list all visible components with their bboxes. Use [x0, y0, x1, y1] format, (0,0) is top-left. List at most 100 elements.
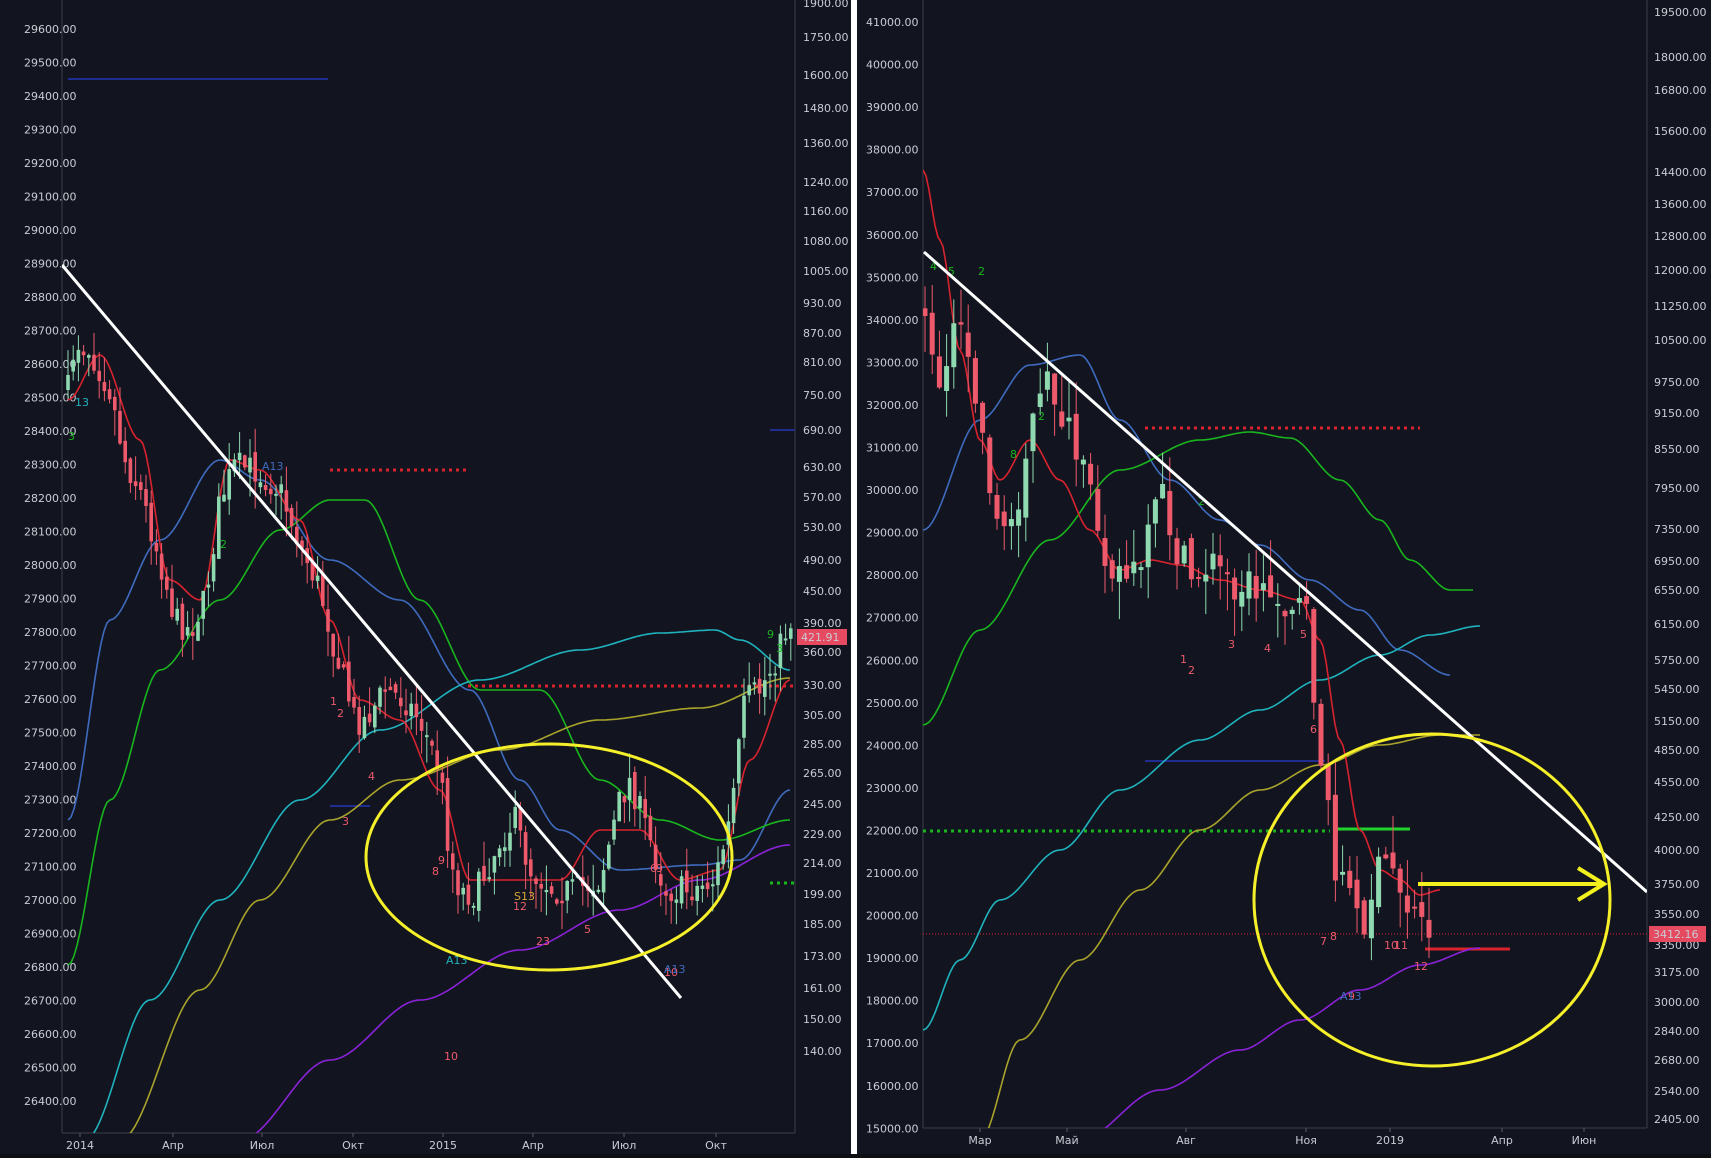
- right-axis-tick-label: 1005.00: [803, 265, 849, 278]
- candle-body: [175, 608, 179, 621]
- candle-body: [1109, 560, 1115, 579]
- last-price-badge: [797, 629, 847, 645]
- sequence-label: 1: [1180, 653, 1187, 666]
- candle-body: [336, 657, 341, 669]
- candle-body: [1174, 538, 1180, 564]
- candle-body: [518, 808, 523, 831]
- candle-body: [565, 880, 569, 901]
- x-axis-tick-label: 2014: [66, 1139, 94, 1152]
- left-axis-tick-label: 27900.00: [24, 593, 77, 606]
- candle-body: [1332, 794, 1338, 881]
- sequence-label: 4: [1264, 642, 1271, 655]
- candle-body: [1152, 499, 1158, 524]
- candle-body: [1426, 919, 1432, 938]
- right-axis-tick-label: 10500.00: [1654, 334, 1707, 347]
- left-axis-tick-label: 26500.00: [24, 1062, 77, 1075]
- candle-body: [165, 576, 169, 590]
- candle-body: [622, 795, 627, 803]
- right-axis-tick-label: 5450.00: [1654, 683, 1700, 696]
- candle-body: [326, 609, 330, 632]
- candle-body: [300, 540, 304, 548]
- candle-body: [1160, 483, 1166, 499]
- candle-body: [1404, 895, 1410, 913]
- candle-body: [700, 885, 705, 889]
- candle-body: [1023, 458, 1029, 518]
- countdown-label: A13: [262, 460, 284, 473]
- candle-body: [180, 603, 185, 640]
- candle-body: [159, 553, 164, 580]
- candle-body: [773, 673, 777, 676]
- candle-body: [466, 884, 471, 905]
- candle-body: [357, 707, 361, 735]
- right-axis-tick-label: 630.00: [803, 461, 842, 474]
- right-axis-tick-label: 5150.00: [1654, 715, 1700, 728]
- candle-body: [477, 871, 481, 911]
- candle-body: [1376, 856, 1382, 908]
- candle-body: [487, 877, 491, 880]
- right-axis-tick-label: 5750.00: [1654, 654, 1700, 667]
- right-axis-tick-label: 11250.00: [1654, 300, 1707, 313]
- left-axis-tick-label: 29500.00: [24, 57, 77, 70]
- left-axis-tick-label: 27400.00: [24, 760, 77, 773]
- candle-body: [492, 856, 497, 873]
- candle-body: [263, 484, 268, 490]
- candle-body: [653, 844, 658, 870]
- right-axis-tick-label: 229.00: [803, 828, 842, 841]
- right-axis-tick-label: 1600.00: [803, 69, 849, 82]
- sequence-label: 9: [438, 854, 445, 867]
- candle-body: [1188, 538, 1194, 580]
- ma-blue: [67, 459, 791, 871]
- candle-body: [1361, 900, 1367, 935]
- x-axis-tick-label: Май: [1055, 1134, 1078, 1147]
- candle-body: [1368, 899, 1374, 939]
- countdown-label: A13: [1340, 990, 1362, 1003]
- candle-body: [513, 807, 517, 828]
- right-chart-panel: 41000.00 40000.00 39000.00 38000.00 37000.00…: [857, 0, 1711, 1154]
- candle-body: [367, 713, 372, 723]
- right-axis-tick-label: 4850.00: [1654, 744, 1700, 757]
- candle-body: [237, 452, 242, 461]
- candle-body: [497, 848, 502, 858]
- candle-body: [1412, 906, 1418, 909]
- candle-body: [419, 718, 424, 731]
- candle-body: [716, 862, 720, 886]
- candle-body: [149, 502, 153, 542]
- candle-body: [347, 661, 351, 702]
- candle-body: [674, 899, 679, 903]
- candle-body: [284, 490, 289, 512]
- candle-body: [534, 878, 538, 884]
- candle-body: [972, 358, 978, 404]
- right-axis-tick-label: 214.00: [803, 857, 842, 870]
- right-axis-tick-label: 330.00: [803, 679, 842, 692]
- candle-body: [789, 628, 793, 639]
- candle-body: [133, 481, 138, 487]
- left-axis-tick-label: 29200.00: [24, 157, 77, 170]
- left-axis-tick-label: 26700.00: [24, 995, 77, 1008]
- candle-body: [503, 847, 507, 851]
- left-axis-tick-label: 17000.00: [866, 1037, 919, 1050]
- right-axis-tick-label: 1360.00: [803, 137, 849, 150]
- candle-body: [721, 849, 725, 865]
- left-axis-tick-label: 28900.00: [24, 258, 77, 271]
- candle-body: [1289, 609, 1295, 614]
- ma-olive: [129, 677, 791, 1133]
- candle-body: [607, 844, 611, 869]
- candle-body: [71, 359, 75, 372]
- right-axis-tick-label: 140.00: [803, 1045, 842, 1058]
- left-axis-tick-label: 28500.00: [24, 392, 77, 405]
- left-axis-tick-label: 36000.00: [866, 229, 919, 242]
- left-axis-tick-label: 27500.00: [24, 727, 77, 740]
- right-axis-tick-label: 3175.00: [1654, 966, 1700, 979]
- sequence-label: 4: [368, 770, 375, 783]
- candle-body: [627, 777, 632, 801]
- right-axis-tick-label: 870.00: [803, 327, 842, 340]
- candle-body: [747, 685, 751, 696]
- x-axis-tick-label: 2019: [1376, 1134, 1404, 1147]
- sequence-label: 12: [513, 900, 527, 913]
- candle-body: [1131, 561, 1137, 574]
- plot-background: [857, 0, 1711, 1154]
- trendline: [62, 264, 683, 999]
- candle-body: [763, 680, 767, 697]
- left-axis-tick-label: 30000.00: [866, 484, 919, 497]
